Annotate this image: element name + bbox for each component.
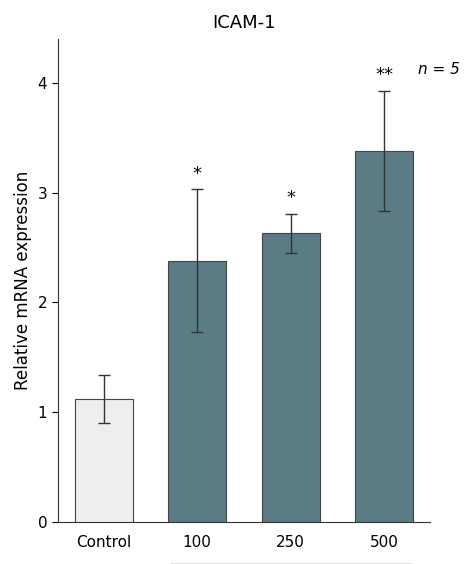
Text: *: * [286, 189, 295, 207]
Text: *: * [192, 165, 201, 183]
Bar [356, 151, 413, 522]
Text: **: ** [375, 66, 393, 84]
Bar [168, 261, 226, 522]
Bar [74, 399, 133, 522]
Y-axis label: Relative mRNA expression: Relative mRNA expression [14, 171, 32, 390]
Title: ICAM-1: ICAM-1 [212, 14, 276, 32]
Text: n = 5: n = 5 [418, 63, 460, 77]
Bar [262, 233, 320, 522]
